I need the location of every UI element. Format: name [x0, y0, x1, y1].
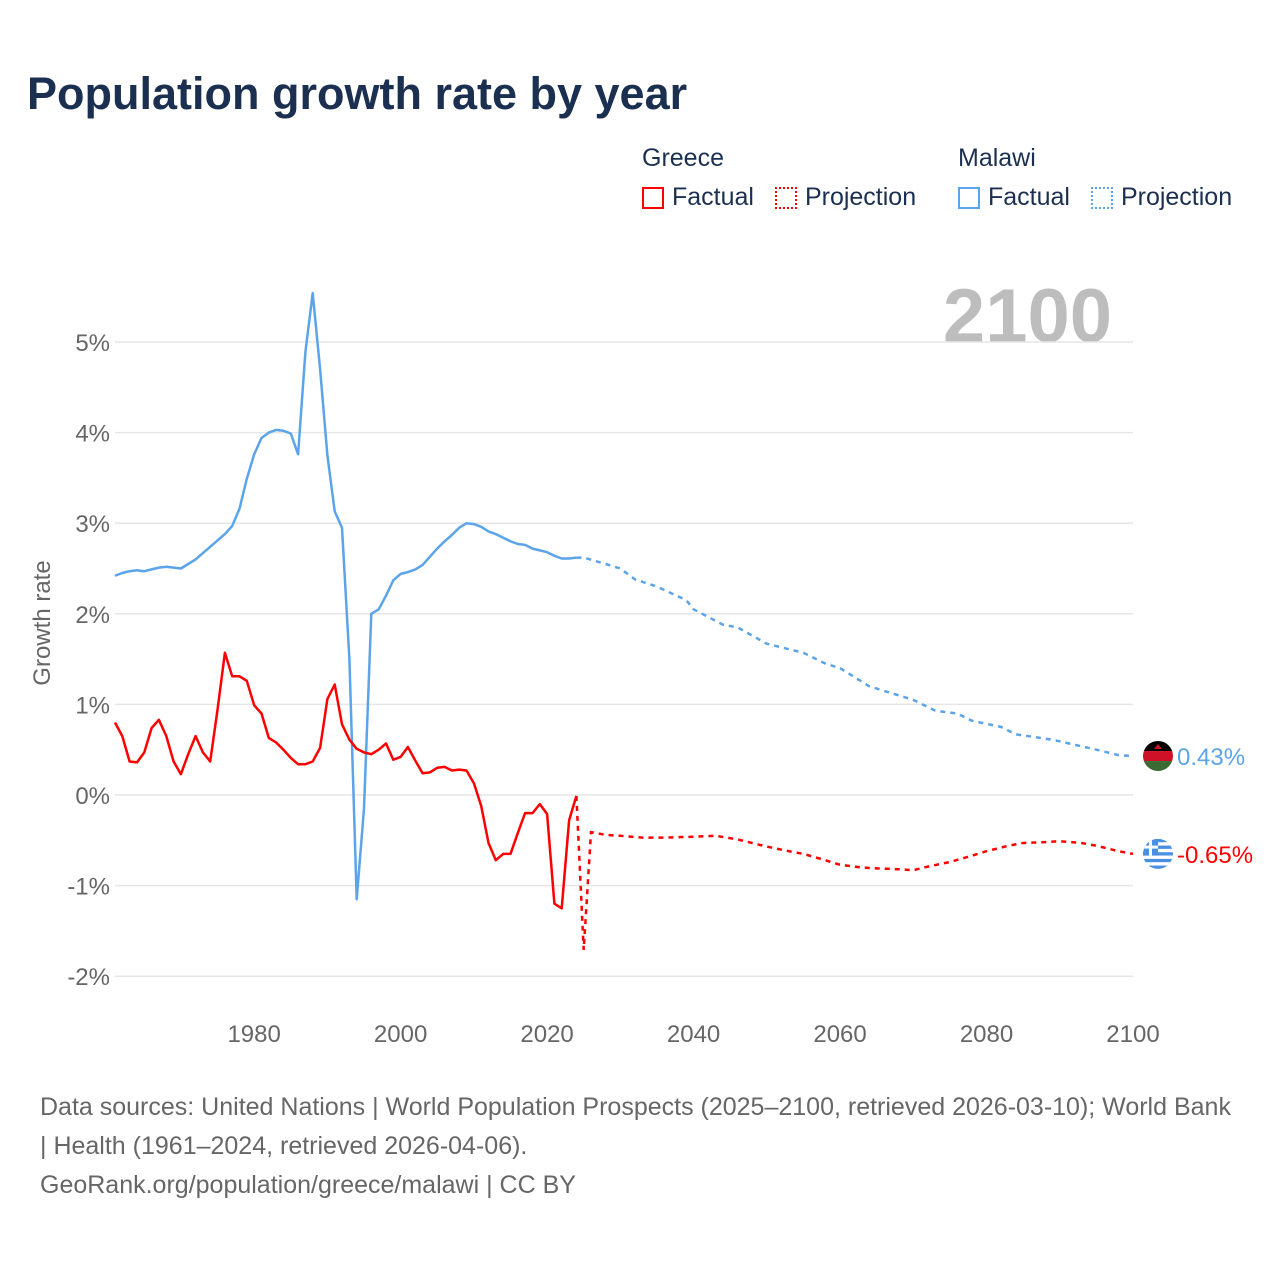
legend-item-greece-factual[interactable]: Factual	[642, 183, 754, 212]
y-tick-label: -1%	[67, 874, 110, 901]
legend-label: Factual	[672, 183, 754, 211]
flag-body	[1143, 838, 1173, 869]
flag-stripe-green	[1143, 761, 1173, 772]
x-tick-label: 2080	[960, 1021, 1013, 1048]
legend-label: Projection	[804, 183, 917, 211]
series-line-greece-factual	[113, 651, 578, 910]
legend-greece: Greece Factual Projection	[642, 144, 930, 216]
legend-swatch-dotted	[774, 186, 797, 209]
y-tick-label: -2%	[67, 964, 110, 991]
footer: Data sources: United Nations | World Pop…	[40, 1088, 1240, 1205]
legend-label: Projection	[1120, 183, 1233, 211]
current-year-label: 2100	[943, 274, 1112, 359]
y-tick-label: 1%	[75, 692, 110, 719]
legend-swatch-solid	[642, 186, 664, 209]
x-tick-label: 2060	[813, 1021, 866, 1048]
legend-swatch-dotted	[1090, 186, 1113, 209]
x-tick-label: 1980	[227, 1021, 280, 1048]
flag-sun	[1154, 744, 1162, 750]
greece-flag-icon	[1143, 838, 1173, 869]
y-tick-label: 3%	[75, 511, 110, 538]
y-tick-label: 2%	[75, 602, 110, 629]
flag-stripe	[1143, 862, 1173, 866]
flag-stripe-red	[1143, 751, 1173, 762]
series-line-malawi-projection	[576, 556, 1134, 758]
flag-stripe	[1143, 855, 1173, 860]
y-tick-label: 4%	[75, 421, 110, 448]
y-tick-label: 0%	[75, 783, 110, 810]
legend-item-greece-projection[interactable]: Projection	[774, 183, 917, 212]
x-tick-label: 2000	[374, 1021, 427, 1048]
flag-cross-v	[1149, 838, 1152, 856]
legend-label: Factual	[988, 183, 1070, 211]
series-line-malawi-factual	[114, 291, 577, 901]
legend-item-malawi-projection[interactable]: Projection	[1090, 183, 1233, 212]
chart-title: Population growth rate by year	[27, 68, 688, 119]
flag-stripe	[1143, 858, 1173, 863]
legend-malawi: Malawi Factual Projection	[958, 144, 1246, 216]
y-axis-label: Growth rate	[29, 560, 56, 685]
flag-body	[1143, 741, 1173, 772]
series-line-greece-projection	[575, 795, 1134, 950]
x-tick-label: 2040	[667, 1021, 720, 1048]
data-sources: Data sources: United Nations | World Pop…	[40, 1093, 1231, 1160]
x-tick-label: 2100	[1106, 1021, 1159, 1048]
malawi-flag-icon	[1143, 741, 1173, 772]
flag-stripe	[1143, 865, 1173, 869]
end-value-label-greece: -0.65%	[1177, 842, 1253, 869]
x-tick-label: 2020	[520, 1021, 573, 1048]
legend-group-label: Greece	[642, 144, 724, 172]
legend-item-malawi-factual[interactable]: Factual	[958, 183, 1070, 212]
legend-swatch-solid	[958, 186, 980, 209]
end-value-label-malawi: 0.43%	[1177, 744, 1245, 771]
y-tick-label: 5%	[75, 330, 110, 357]
credit-link[interactable]: GeoRank.org/population/greece/malawi | C…	[40, 1171, 576, 1199]
legend-group-label: Malawi	[958, 144, 1036, 172]
